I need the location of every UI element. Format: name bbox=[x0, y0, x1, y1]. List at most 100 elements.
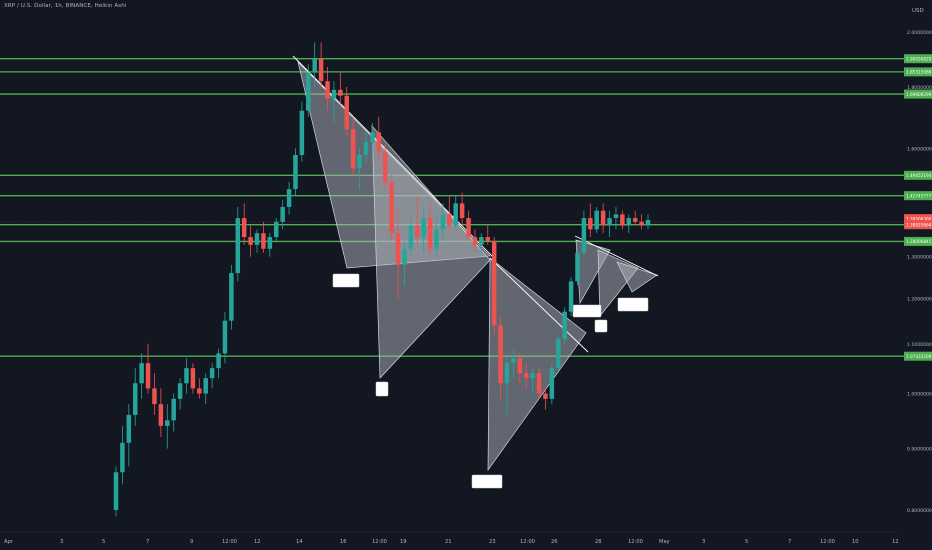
candle-body bbox=[344, 95, 349, 130]
level-price-label: 1.07433209 bbox=[906, 354, 932, 359]
candle-body bbox=[415, 225, 420, 238]
candle-body bbox=[306, 72, 311, 111]
candle-body bbox=[434, 229, 439, 249]
level-price-label: 1.28006845 bbox=[906, 239, 932, 244]
candle-body bbox=[479, 237, 484, 245]
x-tick-label: 23 bbox=[489, 539, 496, 545]
candle-body bbox=[530, 373, 535, 379]
candle-body bbox=[447, 214, 452, 226]
y-tick-label: 1.80000000 bbox=[907, 85, 932, 91]
level-price-tag bbox=[904, 54, 932, 64]
note-box bbox=[572, 304, 602, 318]
y-tick-label: 2.00000000 bbox=[907, 30, 932, 36]
x-tick-label: 12 bbox=[892, 539, 899, 545]
x-tick-label: 14 bbox=[296, 539, 303, 545]
x-tick-label: 5 bbox=[102, 539, 105, 545]
candle-body bbox=[197, 388, 202, 394]
candle-body bbox=[613, 214, 619, 219]
candle-body bbox=[190, 368, 196, 389]
x-tick-label: 7 bbox=[146, 539, 149, 545]
level-price-tag bbox=[904, 67, 932, 77]
candle-body bbox=[280, 207, 285, 222]
note-box bbox=[332, 273, 360, 288]
candle-body bbox=[549, 368, 555, 399]
y-tick-label: 1.00000000 bbox=[907, 392, 932, 398]
x-tick-label: 12 bbox=[254, 539, 261, 545]
candle-body bbox=[588, 218, 593, 230]
current-price-tag bbox=[904, 220, 932, 230]
x-tick-label: 3 bbox=[60, 539, 63, 545]
candle-body bbox=[402, 248, 407, 265]
x-tick-label: Apr bbox=[4, 539, 14, 545]
x-tick-label: 16 bbox=[340, 539, 347, 545]
candle-body bbox=[453, 203, 458, 226]
candle-body bbox=[556, 339, 561, 369]
candle-body bbox=[139, 363, 144, 384]
level-price-tag bbox=[904, 191, 932, 201]
candle-body bbox=[113, 472, 119, 510]
trendline bbox=[489, 257, 589, 353]
candle-body bbox=[511, 358, 516, 364]
x-tick-label: 12:00 bbox=[820, 539, 835, 545]
candle-body bbox=[498, 325, 503, 384]
x-tick-label: 21 bbox=[445, 539, 452, 545]
triangle-pattern-2 bbox=[371, 125, 491, 379]
candle-body bbox=[132, 383, 138, 415]
level-price-label: 1.85315086 bbox=[906, 70, 932, 75]
level-price-tag bbox=[904, 89, 932, 99]
level-price-label: 1.49452194 bbox=[906, 173, 932, 178]
candle-body bbox=[126, 414, 132, 443]
x-tick-label: 9 bbox=[190, 539, 193, 545]
candle-body bbox=[165, 420, 170, 426]
candle-body bbox=[216, 353, 221, 369]
candle-body bbox=[607, 218, 612, 226]
y-tick-label: 1.60000000 bbox=[907, 146, 932, 152]
y-tick-label: 0.90000000 bbox=[907, 447, 932, 453]
x-tick-label: 5 bbox=[745, 539, 748, 545]
candle-body bbox=[594, 210, 599, 230]
x-tick-label: May bbox=[659, 539, 670, 545]
note-box bbox=[471, 474, 503, 489]
candle-body bbox=[408, 225, 414, 249]
candle-body bbox=[248, 237, 253, 245]
level-price-tag bbox=[904, 351, 932, 361]
candle-body bbox=[158, 404, 164, 426]
candle-body bbox=[120, 442, 125, 473]
x-tick-label: 7 bbox=[788, 539, 791, 545]
triangle-pattern-3 bbox=[487, 257, 587, 472]
candle-body bbox=[504, 363, 510, 384]
candle-body bbox=[235, 218, 241, 274]
candle-body bbox=[427, 218, 433, 249]
current-price-label: 1.39506300 bbox=[906, 216, 932, 221]
candle-body bbox=[350, 129, 356, 169]
note-box bbox=[617, 297, 649, 312]
candle-body bbox=[459, 203, 465, 219]
level-price-label: 1.69608299 bbox=[906, 92, 932, 97]
candle-body bbox=[581, 218, 587, 253]
candle-body bbox=[466, 218, 471, 238]
chart-title: XRP / U.S. Dollar, 1h, BINANCE, Heikin A… bbox=[4, 3, 127, 9]
candle-body bbox=[600, 210, 606, 226]
candle-body bbox=[177, 383, 183, 399]
candle-body bbox=[568, 281, 574, 312]
triangle-pattern-6 bbox=[616, 261, 658, 293]
candle-body bbox=[472, 237, 478, 245]
candle-body bbox=[626, 218, 632, 226]
note-box bbox=[375, 381, 389, 397]
y-tick-label: 0.80000000 bbox=[907, 508, 932, 514]
candle-body bbox=[299, 110, 305, 155]
x-tick-label: 26 bbox=[551, 539, 558, 545]
x-tick-label: 12:00 bbox=[628, 539, 643, 545]
candle-body bbox=[645, 219, 651, 226]
candle-body bbox=[286, 189, 292, 208]
note-box bbox=[594, 319, 608, 333]
candle-body bbox=[536, 373, 542, 394]
candle-body bbox=[325, 81, 330, 99]
candle-body bbox=[357, 154, 362, 169]
candle-body bbox=[241, 218, 247, 238]
candle-body bbox=[543, 393, 548, 399]
x-tick-label: 12:00 bbox=[520, 539, 535, 545]
candle-body bbox=[575, 252, 580, 282]
